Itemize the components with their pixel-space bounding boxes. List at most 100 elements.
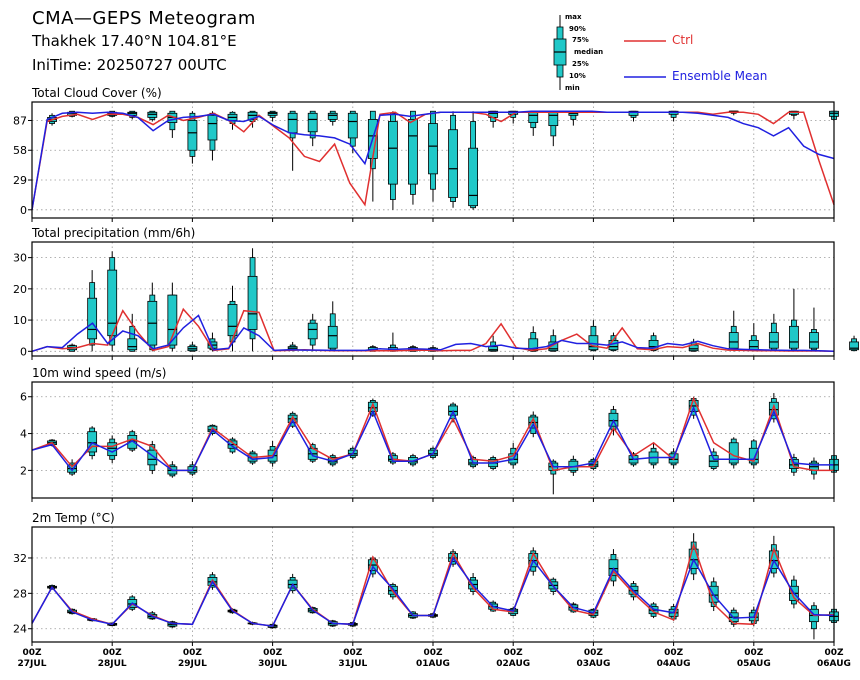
- box-11: [247, 248, 258, 352]
- box-p25-p75: [87, 431, 98, 453]
- x-tick-label-date: 01AUG: [416, 659, 450, 669]
- legend-box-min: min: [565, 84, 580, 92]
- box-p25-p75: [167, 294, 178, 346]
- box-p25-p75: [588, 335, 599, 351]
- box-6: [147, 110, 158, 122]
- y-tick-label: 0: [20, 345, 27, 358]
- legend-box-p90: 90%: [569, 25, 586, 33]
- panel-title-temp: 2m Temp (°C): [32, 511, 115, 525]
- box-3: [87, 270, 98, 352]
- box-p25-p75: [347, 112, 358, 139]
- box-14: [307, 313, 318, 352]
- box-p25-p75: [87, 297, 98, 340]
- box-15: [327, 110, 338, 126]
- box-p25-p75: [307, 322, 318, 340]
- panel-0: 0 29 58 87: [13, 101, 839, 222]
- box-39: [809, 457, 819, 480]
- box-26: [548, 459, 559, 495]
- panel-title-wind: 10m wind speed (m/s): [32, 366, 167, 380]
- x-tick-label-hour: 00Z: [664, 648, 684, 658]
- box-38: [789, 288, 799, 352]
- box-p25-p75: [187, 120, 198, 151]
- box-14: [307, 110, 318, 147]
- x-tick-label-date: 02AUG: [496, 659, 530, 669]
- y-tick-label: 10: [13, 314, 27, 327]
- box-p25-p75: [528, 111, 539, 123]
- x-tick-label-hour: 00Z: [744, 648, 764, 658]
- panel-title-precip: Total precipitation (mm/6h): [32, 226, 196, 240]
- box-8: [187, 341, 198, 352]
- box-p25-p75: [387, 121, 398, 185]
- box-16: [347, 110, 358, 154]
- chart-title: CMA—GEPS Meteogram: [32, 8, 256, 29]
- panel-title-cloud: Total Cloud Cover (%): [32, 86, 162, 100]
- mean-line: [31, 405, 834, 472]
- box-p25-p75: [728, 332, 739, 349]
- box-31: [648, 442, 659, 469]
- box-15: [327, 301, 338, 352]
- y-tick-label: 28: [13, 587, 27, 600]
- box-p25-p75: [789, 325, 799, 349]
- y-tick-label: 20: [13, 283, 27, 296]
- location-label: Thakhek 17.40°N 104.81°E: [32, 32, 237, 50]
- legend-box-p25: 25%: [572, 60, 589, 68]
- box-36: [748, 323, 759, 352]
- box-5: [127, 313, 138, 352]
- init-time-label: IniTime: 20250727 00UTC: [32, 56, 227, 74]
- box-18: [387, 111, 398, 210]
- x-tick-label-hour: 00Z: [343, 648, 363, 658]
- y-tick-label: 6: [20, 391, 27, 404]
- panel-1: 0 10 20 30: [13, 241, 859, 360]
- box-21: [448, 111, 458, 208]
- x-tick-label-hour: 00Z: [263, 648, 283, 658]
- box-9: [207, 111, 218, 161]
- y-tick-label: 32: [13, 552, 27, 565]
- box-39: [809, 307, 819, 352]
- box-6: [147, 282, 158, 352]
- x-tick-label-date: 27JUL: [18, 659, 47, 669]
- box-37: [768, 393, 779, 423]
- x-tick-label-hour: 00Z: [103, 648, 123, 658]
- box-p25-p75: [127, 434, 138, 449]
- box-p25-p75: [468, 147, 479, 207]
- ctrl-line: [31, 307, 835, 353]
- box-12: [267, 440, 278, 467]
- x-tick-label-date: 05AUG: [737, 659, 771, 669]
- x-tick-label-date: 29JUL: [178, 659, 207, 669]
- box-p25-p75: [448, 129, 458, 198]
- legend-box-median: median: [574, 48, 604, 56]
- box-39: [809, 602, 819, 640]
- box-27: [568, 110, 579, 126]
- x-tick-label-date: 31JUL: [338, 659, 367, 669]
- x-tick-label-hour: 00Z: [584, 648, 604, 658]
- box-25: [528, 110, 539, 136]
- box-p25-p75: [748, 447, 759, 464]
- box-4: [107, 435, 118, 464]
- legend-box-p75: 75%: [572, 36, 589, 44]
- x-tick-label-hour: 00Z: [504, 648, 524, 658]
- x-tick-label-date: 28JUL: [98, 659, 127, 669]
- box-37: [768, 313, 779, 352]
- box-p25-p75: [307, 112, 318, 133]
- box-2: [67, 459, 77, 476]
- box-p25-p75: [628, 110, 639, 116]
- box-8: [187, 111, 198, 164]
- y-tick-label: 2: [20, 464, 27, 477]
- box-p25-p75: [849, 341, 859, 351]
- box-7: [167, 620, 178, 628]
- x-tick-label-date: 03AUG: [576, 659, 610, 669]
- y-tick-label: 24: [13, 623, 27, 636]
- y-tick-label: 87: [13, 114, 27, 127]
- box-p25-p75: [127, 338, 138, 351]
- y-tick-label: 0: [20, 204, 27, 217]
- x-tick-label-date: 06AUG: [817, 659, 851, 669]
- mean-line: [31, 110, 835, 210]
- legend-box-glyph: [553, 15, 567, 90]
- legend-box-p10: 10%: [569, 72, 586, 80]
- y-tick-label: 58: [13, 144, 27, 157]
- legend-box-max: max: [565, 13, 582, 21]
- x-tick-label-hour: 00Z: [183, 648, 203, 658]
- box-41: [849, 335, 859, 352]
- box-p25-p75: [327, 112, 338, 120]
- box-p25-p75: [247, 275, 258, 330]
